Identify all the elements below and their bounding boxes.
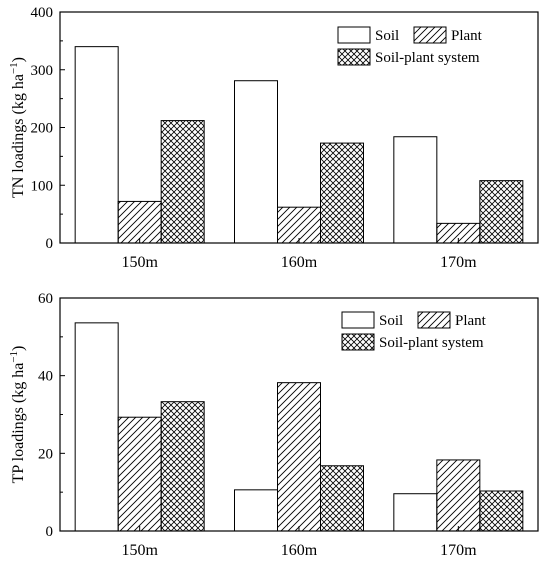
y-axis-label: TP loadings (kg ha−1): [8, 346, 27, 484]
bar-plant-170m: [436, 459, 481, 532]
legend-label: Soil-plant system: [379, 335, 484, 351]
bar-soil-170m: [393, 136, 438, 244]
y-tick-label: 200: [31, 121, 54, 137]
bar-soil-plant-system-160m: [320, 465, 364, 532]
x-tick-label: 150m: [121, 254, 158, 271]
bar-soil-plant-system-150m: [160, 401, 205, 532]
legend-label: Soil: [375, 28, 399, 44]
legend-swatch: [341, 311, 375, 329]
bar-soil-plant-system-150m: [160, 120, 205, 244]
bar-soil-plant-system-170m: [479, 180, 524, 244]
legend-swatch: [337, 48, 371, 66]
legend-swatch: [413, 26, 447, 44]
x-tick-label: 170m: [440, 542, 477, 559]
y-axis-label: TN loadings (kg ha−1): [8, 57, 27, 198]
legend-label: Plant: [455, 313, 487, 329]
y-tick-label: 100: [31, 178, 54, 194]
bar-soil-150m: [74, 46, 119, 244]
legend-swatch: [417, 311, 451, 329]
x-tick-label: 160m: [281, 542, 318, 559]
x-tick-label: 160m: [281, 254, 318, 271]
bar-plant-150m: [117, 416, 162, 532]
x-tick-label: 150m: [121, 542, 158, 559]
y-tick-label: 400: [31, 5, 54, 21]
legend-swatch: [337, 26, 371, 44]
bar-soil-plant-system-160m: [320, 142, 364, 244]
bar-soil-plant-system-170m: [479, 490, 524, 532]
legend-swatch: [341, 333, 375, 351]
legend-label: Soil: [379, 313, 403, 329]
y-tick-label: 20: [38, 446, 53, 462]
tp-loadings-chart: 150m 160m 170m 0 20 40 60 TP loadings (kg ha−1)…: [8, 291, 539, 559]
y-tick-label: 0: [46, 524, 54, 540]
y-tick-label: 40: [38, 369, 53, 385]
bar-soil-160m: [234, 489, 278, 532]
legend-label: Plant: [451, 28, 483, 44]
bar-plant-160m: [277, 382, 321, 532]
legend-label: Soil-plant system: [375, 50, 480, 66]
bar-plant-160m: [277, 206, 321, 244]
y-tick-label: 0: [46, 236, 54, 252]
tn-loadings-chart: 150m 160m 170m 0 100 200 300 400 TN loadings (kg…: [8, 5, 539, 271]
bar-plant-150m: [117, 200, 162, 244]
bar-soil-160m: [234, 80, 278, 244]
x-tick-label: 170m: [440, 254, 477, 271]
bar-soil-170m: [393, 493, 438, 532]
y-tick-label: 300: [31, 63, 54, 79]
y-tick-label: 60: [38, 291, 53, 307]
bar-soil-150m: [74, 322, 119, 532]
